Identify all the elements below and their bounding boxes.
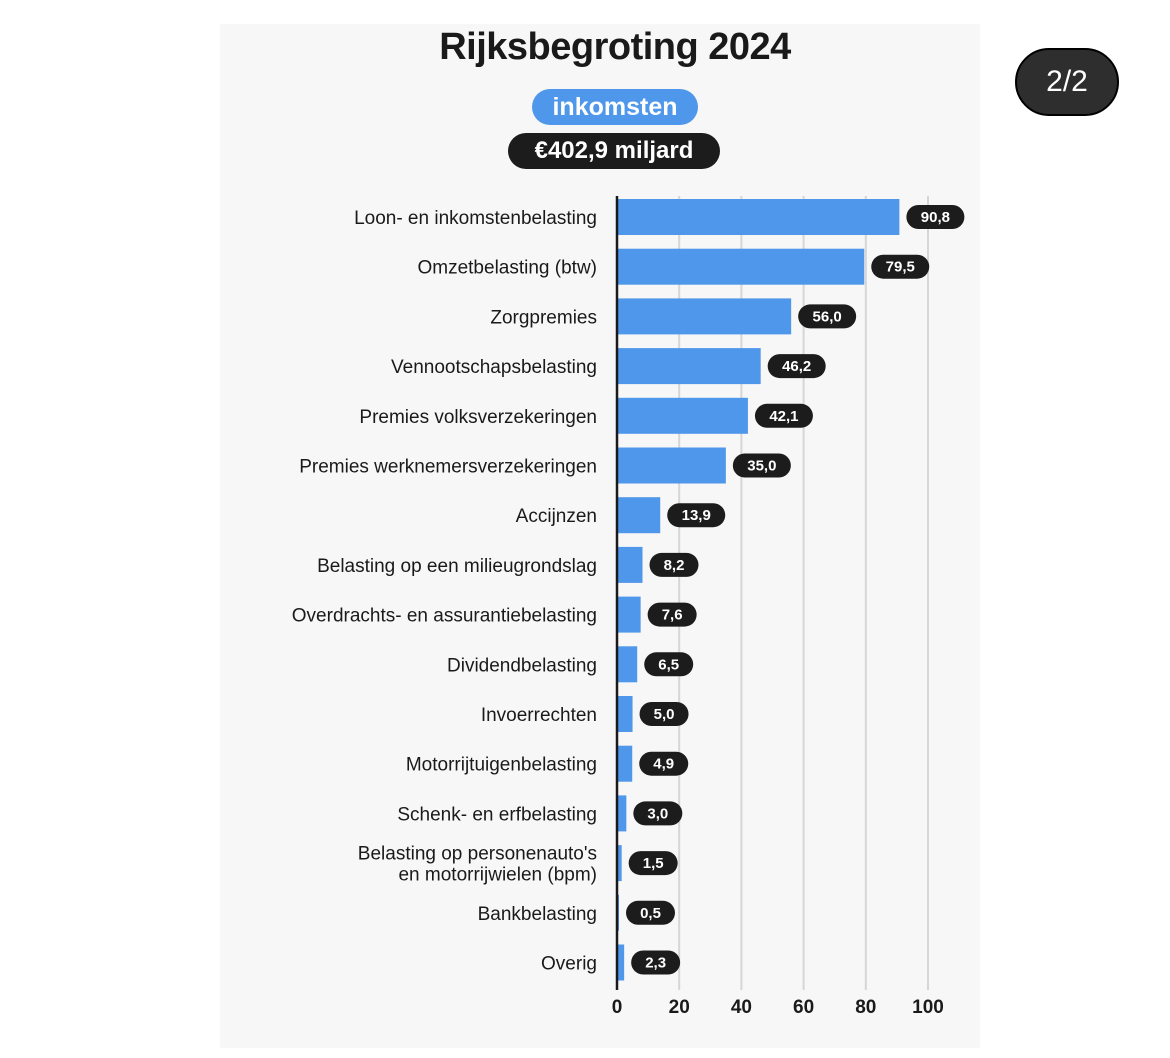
value-label: 1,5 bbox=[643, 855, 664, 872]
category-label: Motorrijtuigenbelasting bbox=[406, 755, 597, 776]
value-label: 90,8 bbox=[921, 209, 950, 226]
bar bbox=[617, 546, 643, 583]
bar bbox=[617, 497, 661, 534]
value-label-pill bbox=[626, 900, 675, 925]
category-label: Overig bbox=[541, 954, 597, 975]
page-indicator-badge[interactable]: 2/2 bbox=[1015, 48, 1119, 116]
value-label-pill bbox=[631, 950, 681, 975]
value-label: 3,0 bbox=[647, 805, 668, 822]
chart-title: Rijksbegroting 2024 bbox=[439, 26, 791, 68]
bar bbox=[617, 199, 900, 235]
bar bbox=[617, 745, 633, 782]
value-label: 56,0 bbox=[813, 308, 842, 325]
x-tick-label: 60 bbox=[793, 997, 814, 1018]
bar bbox=[617, 397, 748, 434]
category-label: Dividendbelasting bbox=[447, 655, 597, 676]
value-label: 79,5 bbox=[886, 259, 915, 276]
bar bbox=[617, 795, 627, 832]
category-label: Premies werknemersverzekeringen bbox=[299, 457, 597, 478]
value-label-pill bbox=[639, 702, 689, 726]
value-label: 46,2 bbox=[782, 358, 811, 375]
category-label: Omzetbelasting (btw) bbox=[417, 258, 597, 279]
value-label-pill bbox=[639, 751, 689, 776]
category-label: Zorgpremies bbox=[490, 307, 597, 328]
category-label: Bankbelasting bbox=[478, 904, 597, 925]
value-label-pill bbox=[871, 254, 930, 279]
category-label: Accijnzen bbox=[516, 506, 597, 527]
bar bbox=[617, 298, 792, 335]
x-tick-label: 0 bbox=[612, 997, 623, 1018]
value-label: 7,6 bbox=[662, 607, 683, 624]
category-pill: inkomsten bbox=[532, 89, 698, 125]
bar bbox=[617, 596, 641, 633]
bar bbox=[617, 248, 865, 285]
x-tick-label: 20 bbox=[669, 997, 690, 1018]
value-label: 13,9 bbox=[682, 507, 711, 524]
value-label: 5,0 bbox=[654, 706, 675, 723]
value-label-pill bbox=[798, 304, 857, 329]
value-label-pill bbox=[732, 453, 791, 478]
value-label: 2,3 bbox=[645, 955, 666, 972]
category-label: Belasting op een milieugrondslag bbox=[317, 556, 597, 577]
x-tick-label: 40 bbox=[731, 997, 752, 1018]
category-label: Overdrachts- en assurantiebelasting bbox=[292, 606, 597, 627]
category-label: Schenk- en erfbelasting bbox=[397, 804, 597, 825]
value-label-pill bbox=[767, 354, 826, 379]
category-label: Belasting op personenauto's bbox=[358, 844, 597, 865]
bar bbox=[617, 944, 625, 981]
value-label: 8,2 bbox=[664, 557, 685, 574]
value-label-pill bbox=[647, 602, 697, 627]
value-label-pill bbox=[628, 851, 678, 876]
bar bbox=[617, 447, 726, 484]
category-label: Premies volksverzekeringen bbox=[359, 407, 597, 428]
value-label-pill bbox=[644, 652, 694, 677]
chart-card bbox=[220, 24, 980, 1048]
value-label-pill bbox=[754, 403, 813, 428]
bar bbox=[617, 348, 761, 385]
category-label: en motorrijwielen (bpm) bbox=[398, 865, 597, 886]
category-label: Invoerrechten bbox=[481, 705, 597, 726]
value-label: 42,1 bbox=[769, 408, 798, 425]
value-label: 35,0 bbox=[747, 458, 776, 475]
x-tick-label: 80 bbox=[855, 997, 876, 1018]
bar bbox=[617, 646, 638, 683]
value-label-pill bbox=[906, 205, 965, 229]
value-label: 0,5 bbox=[640, 905, 661, 922]
value-label-pill bbox=[667, 503, 726, 528]
value-label: 6,5 bbox=[658, 656, 679, 673]
value-label-pill bbox=[649, 552, 699, 577]
bar bbox=[617, 696, 633, 732]
x-tick-label: 100 bbox=[912, 997, 944, 1018]
value-label: 4,9 bbox=[653, 756, 674, 773]
total-amount-pill: €402,9 miljard bbox=[508, 133, 720, 169]
category-label: Loon- en inkomstenbelasting bbox=[354, 208, 597, 229]
value-label-pill bbox=[633, 801, 683, 826]
bar bbox=[617, 845, 622, 882]
category-label: Vennootschapsbelasting bbox=[391, 357, 597, 378]
